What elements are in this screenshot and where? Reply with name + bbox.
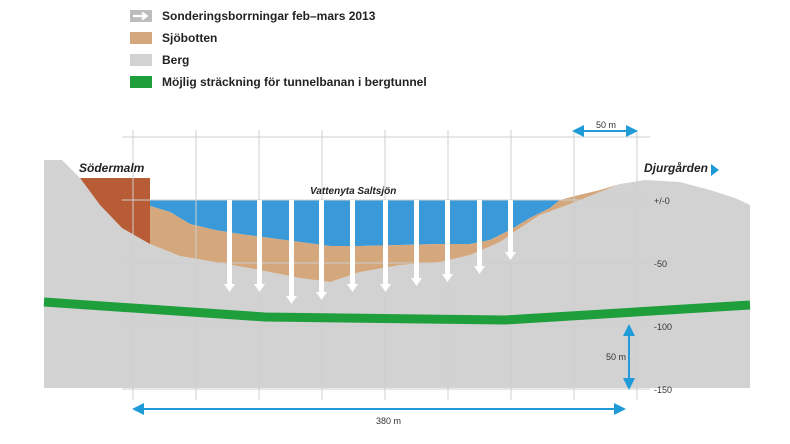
djurgarden-label: Djurgården: [644, 161, 708, 175]
depth-label-100: -100: [654, 322, 672, 332]
scale-bar-vertical-label: 50 m: [606, 352, 626, 362]
direction-arrow-icon: [711, 164, 719, 176]
depth-label-50: -50: [654, 259, 667, 269]
depth-scale: +/-0 -50 -100 -150: [654, 196, 672, 395]
tunnel-swatch: [130, 76, 152, 88]
boring-arrow-icon: [254, 200, 265, 292]
boring-arrow-icon: [380, 200, 391, 292]
seabed-area: [150, 184, 620, 282]
rock-swatch: [130, 54, 152, 66]
scale-bar-top-label: 50 m: [596, 120, 616, 130]
boring-arrow-icon: [347, 200, 358, 292]
legend-label-seabed: Sjöbotten: [162, 31, 218, 45]
boring-arrow-icon: [474, 200, 485, 274]
seabed-swatch: [130, 32, 152, 44]
boring-arrow-icon: [411, 200, 422, 286]
depth-label-0: +/-0: [654, 196, 670, 206]
water-surface-label: Vattenyta Saltsjön: [310, 186, 396, 197]
legend-label-rock: Berg: [162, 53, 190, 67]
boring-arrow-icon: [442, 200, 453, 282]
boring-arrow-icon: [224, 200, 235, 292]
scale-bar-total-label: 380 m: [376, 416, 401, 426]
boring-arrow-icon: [286, 200, 297, 304]
tunnel-line: [43, 297, 751, 325]
legend-label-borings: Sonderingsborrningar feb–mars 2013: [162, 9, 376, 23]
boring-arrow-icon: [505, 200, 516, 260]
legend-label-tunnel: Möjlig sträckning för tunnelbanan i berg…: [162, 75, 427, 89]
boring-arrow-icon: [130, 10, 152, 22]
sounding-borings: [224, 200, 516, 304]
boring-arrow-icon: [316, 200, 327, 300]
depth-label-150: -150: [654, 385, 672, 395]
sodermalm-label: Södermalm: [79, 161, 145, 175]
